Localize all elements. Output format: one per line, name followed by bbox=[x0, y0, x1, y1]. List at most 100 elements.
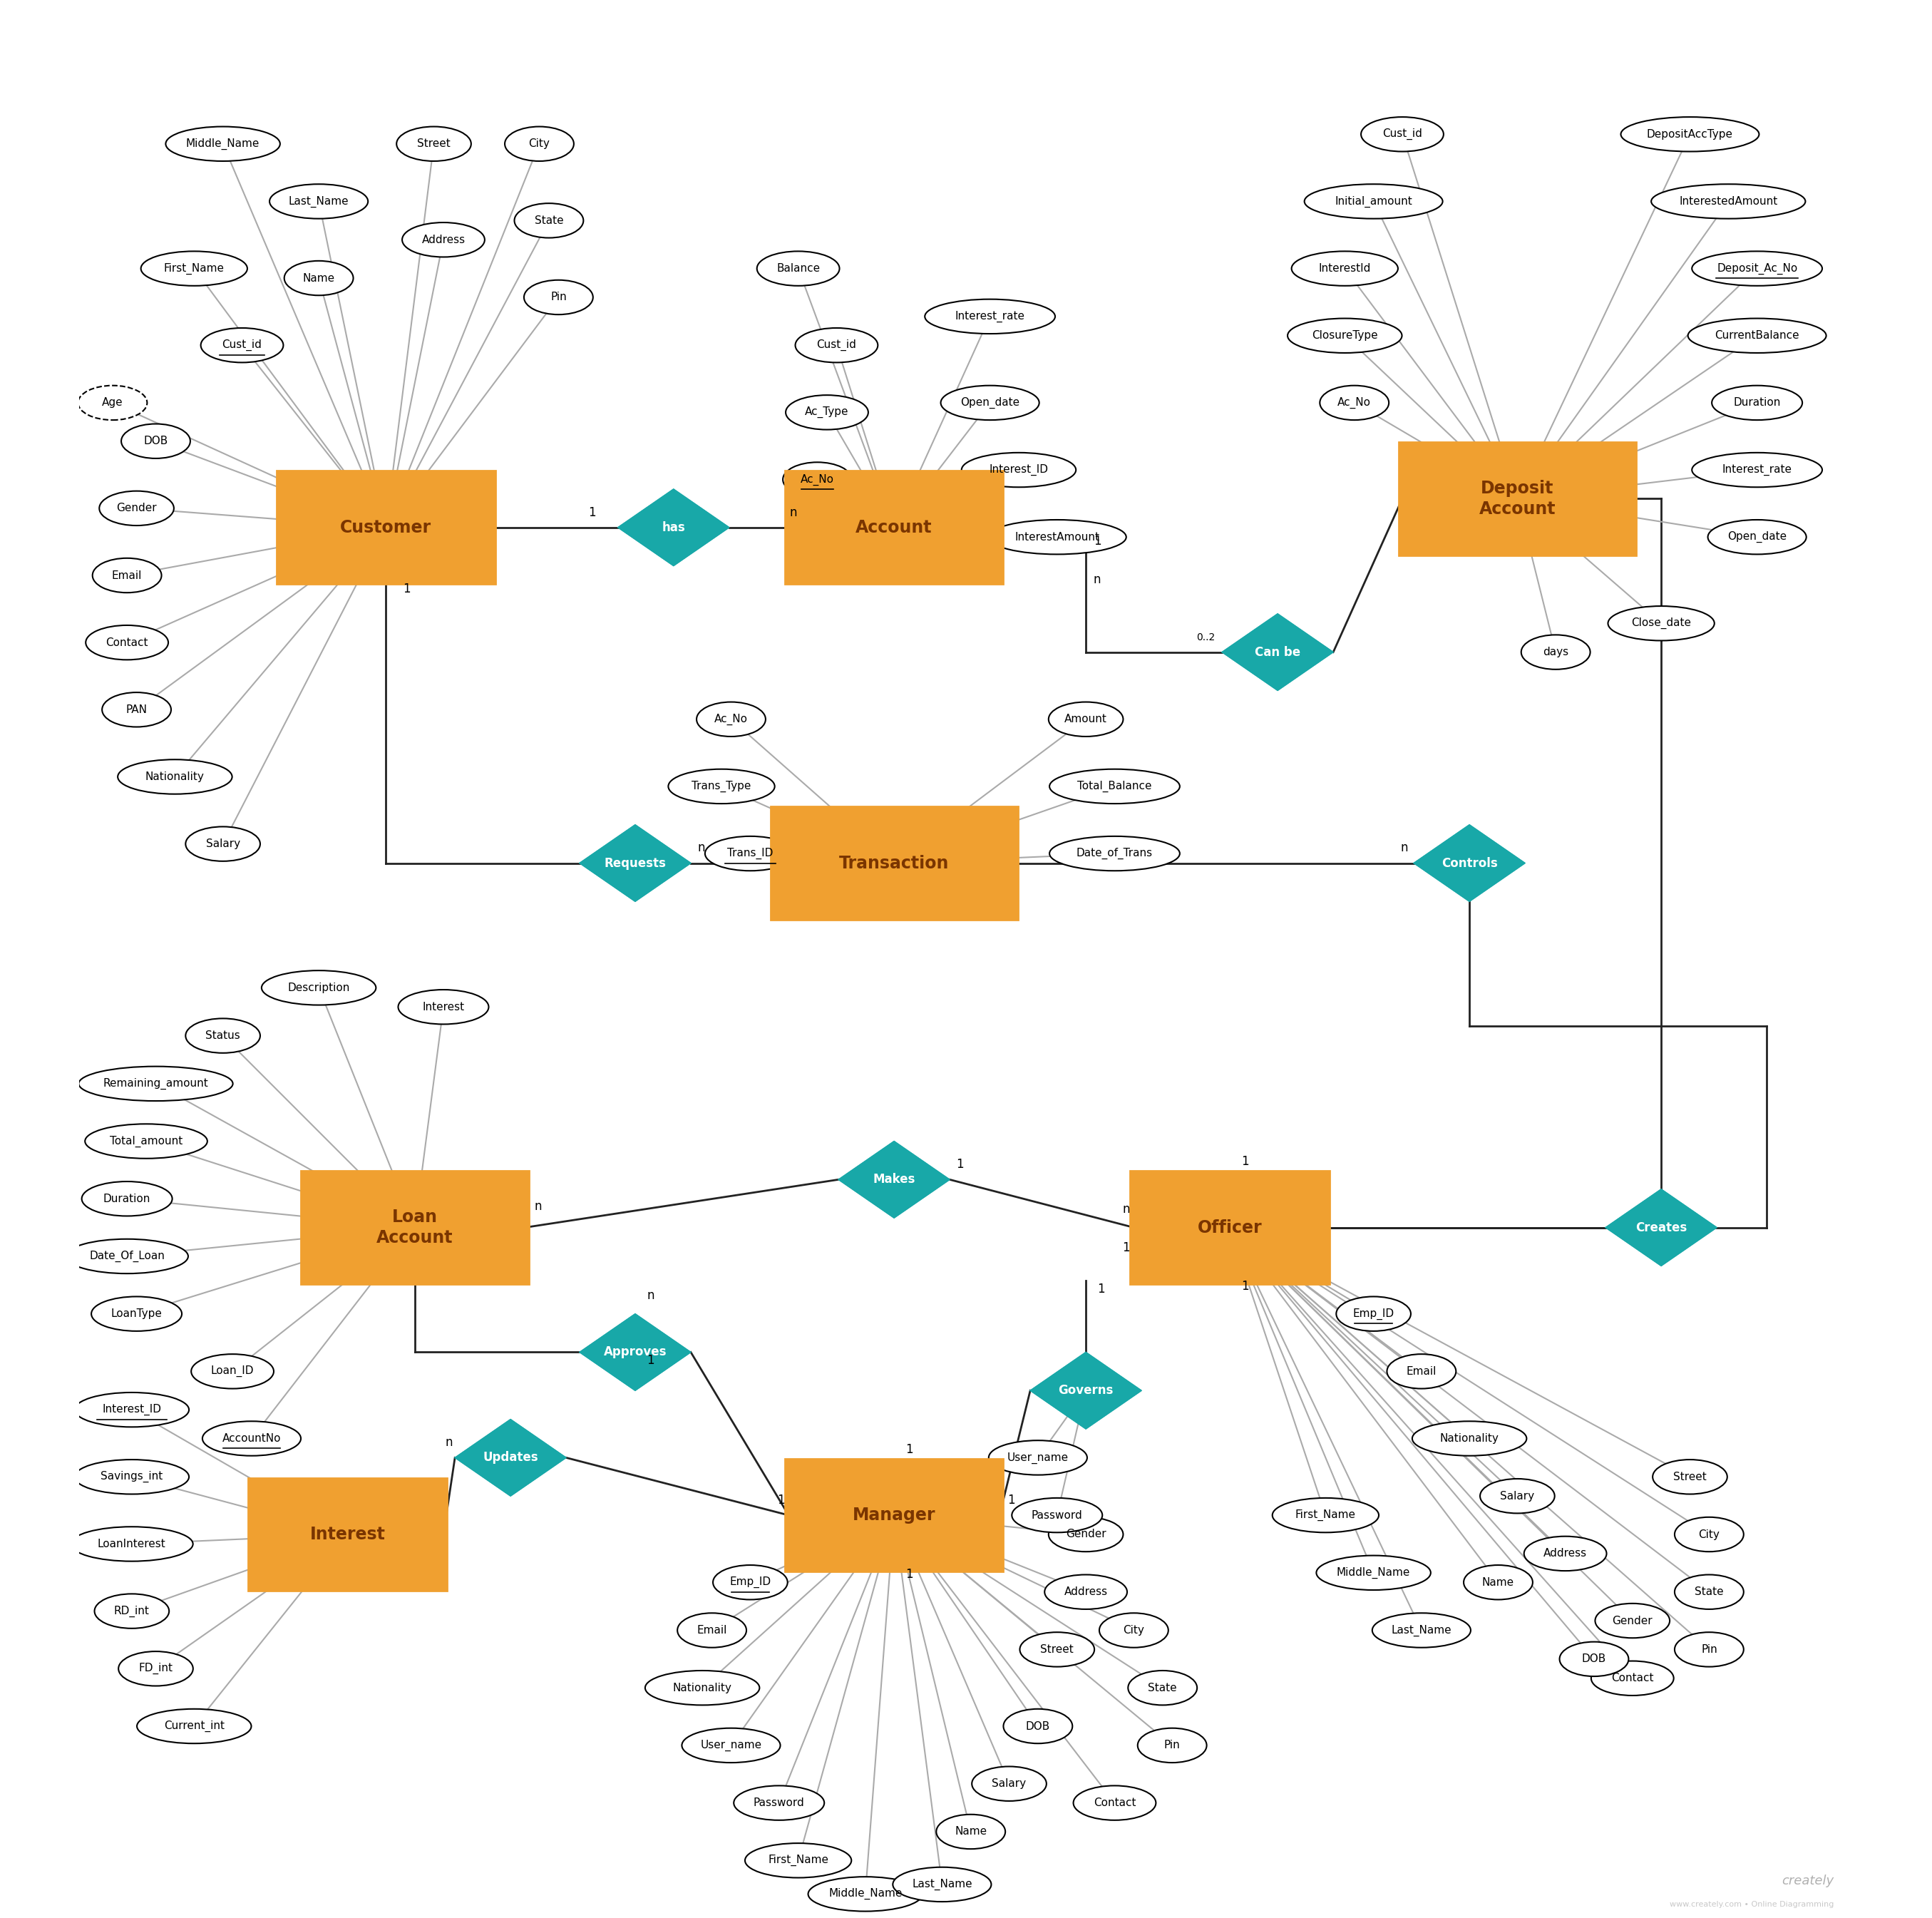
Text: Email: Email bbox=[1406, 1366, 1437, 1377]
Ellipse shape bbox=[786, 395, 867, 430]
Text: Cust_id: Cust_id bbox=[222, 339, 263, 351]
Ellipse shape bbox=[141, 251, 247, 286]
Text: State: State bbox=[535, 215, 564, 226]
Ellipse shape bbox=[1675, 1632, 1745, 1667]
Text: Loan
Account: Loan Account bbox=[377, 1208, 452, 1247]
Ellipse shape bbox=[1520, 635, 1590, 669]
Ellipse shape bbox=[987, 520, 1126, 554]
Ellipse shape bbox=[1607, 606, 1714, 641]
Ellipse shape bbox=[1652, 1460, 1727, 1494]
Text: Address: Address bbox=[1065, 1586, 1107, 1598]
Text: Interest: Interest bbox=[423, 1001, 464, 1013]
Text: Salary: Salary bbox=[205, 838, 240, 850]
Text: n: n bbox=[1122, 1203, 1130, 1216]
Text: Date_Of_Loan: Date_Of_Loan bbox=[89, 1251, 164, 1262]
Ellipse shape bbox=[1464, 1565, 1532, 1600]
Text: Balance: Balance bbox=[777, 263, 819, 274]
Text: Age: Age bbox=[102, 397, 124, 409]
Text: Open_date: Open_date bbox=[960, 397, 1020, 409]
Text: LoanType: LoanType bbox=[110, 1308, 162, 1320]
Text: Address: Address bbox=[1544, 1548, 1586, 1559]
Text: City: City bbox=[1698, 1529, 1719, 1540]
Text: Officer: Officer bbox=[1198, 1220, 1262, 1235]
Text: RD_int: RD_int bbox=[114, 1605, 149, 1617]
Ellipse shape bbox=[1291, 251, 1399, 286]
Text: 1: 1 bbox=[1240, 1155, 1248, 1168]
Ellipse shape bbox=[893, 1868, 991, 1903]
Ellipse shape bbox=[697, 702, 765, 737]
Text: State: State bbox=[1694, 1586, 1723, 1598]
Text: 1: 1 bbox=[956, 1158, 964, 1170]
Ellipse shape bbox=[122, 424, 189, 458]
Ellipse shape bbox=[678, 1613, 746, 1648]
Ellipse shape bbox=[402, 222, 485, 257]
Polygon shape bbox=[580, 1314, 692, 1391]
Ellipse shape bbox=[284, 261, 354, 295]
Text: Creates: Creates bbox=[1634, 1222, 1687, 1233]
Polygon shape bbox=[1414, 825, 1524, 901]
Text: 1: 1 bbox=[587, 506, 595, 518]
Text: Pin: Pin bbox=[1165, 1740, 1180, 1751]
Text: Deposit
Account: Deposit Account bbox=[1480, 480, 1555, 518]
Ellipse shape bbox=[972, 1766, 1047, 1801]
Polygon shape bbox=[454, 1419, 566, 1496]
Text: 1: 1 bbox=[1097, 1283, 1105, 1295]
Ellipse shape bbox=[81, 1181, 172, 1216]
Text: Contact: Contact bbox=[1611, 1672, 1654, 1684]
Ellipse shape bbox=[1099, 1613, 1169, 1648]
Text: Date_of_Trans: Date_of_Trans bbox=[1076, 848, 1153, 859]
Text: Requests: Requests bbox=[605, 857, 667, 869]
Text: Last_Name: Last_Name bbox=[912, 1878, 972, 1891]
Ellipse shape bbox=[1652, 184, 1804, 219]
Ellipse shape bbox=[261, 971, 377, 1005]
Text: Pin: Pin bbox=[551, 292, 566, 303]
Ellipse shape bbox=[71, 1527, 193, 1561]
Ellipse shape bbox=[185, 1018, 261, 1053]
Text: Name: Name bbox=[1482, 1577, 1515, 1588]
Ellipse shape bbox=[1049, 836, 1180, 871]
Text: ClosureType: ClosureType bbox=[1312, 330, 1378, 341]
Ellipse shape bbox=[1045, 1575, 1126, 1609]
Ellipse shape bbox=[1128, 1671, 1198, 1705]
Text: Nationality: Nationality bbox=[145, 771, 205, 783]
Text: Deposit_Ac_No: Deposit_Ac_No bbox=[1718, 263, 1797, 274]
Text: Updates: Updates bbox=[483, 1452, 539, 1463]
Text: InterestId: InterestId bbox=[1320, 263, 1372, 274]
Text: Description: Description bbox=[288, 982, 350, 994]
Text: PAN: PAN bbox=[126, 704, 147, 715]
Ellipse shape bbox=[99, 491, 174, 526]
Text: Middle_Name: Middle_Name bbox=[829, 1887, 902, 1901]
Ellipse shape bbox=[1020, 1632, 1094, 1667]
Ellipse shape bbox=[118, 1651, 193, 1686]
Ellipse shape bbox=[1138, 1728, 1208, 1763]
Text: Close_date: Close_date bbox=[1631, 618, 1690, 629]
Text: Email: Email bbox=[697, 1625, 726, 1636]
Text: CurrentBalance: CurrentBalance bbox=[1716, 330, 1799, 341]
Ellipse shape bbox=[85, 625, 168, 660]
Ellipse shape bbox=[1372, 1613, 1470, 1648]
Text: 1: 1 bbox=[1122, 1241, 1130, 1254]
Text: Nationality: Nationality bbox=[672, 1682, 732, 1694]
Text: Duration: Duration bbox=[1733, 397, 1781, 409]
Text: Contact: Contact bbox=[106, 637, 149, 648]
Ellipse shape bbox=[1320, 386, 1389, 420]
Ellipse shape bbox=[1559, 1642, 1629, 1676]
Text: n: n bbox=[647, 1289, 655, 1302]
Text: Open_date: Open_date bbox=[1727, 531, 1787, 543]
Text: Trans_ID: Trans_ID bbox=[726, 848, 773, 859]
Text: Interest_ID: Interest_ID bbox=[102, 1404, 162, 1415]
Text: Ac_No: Ac_No bbox=[800, 474, 835, 485]
Text: User_name: User_name bbox=[701, 1740, 761, 1751]
Text: Controls: Controls bbox=[1441, 857, 1497, 869]
Ellipse shape bbox=[1003, 1709, 1072, 1743]
Text: Name: Name bbox=[303, 272, 334, 284]
FancyBboxPatch shape bbox=[1399, 443, 1636, 556]
Text: Gender: Gender bbox=[1611, 1615, 1652, 1626]
Text: First_Name: First_Name bbox=[164, 263, 224, 274]
Text: Approves: Approves bbox=[603, 1346, 667, 1358]
Polygon shape bbox=[1030, 1352, 1142, 1429]
Text: DOB: DOB bbox=[1026, 1720, 1051, 1732]
Text: Address: Address bbox=[421, 234, 466, 246]
Text: Interest_rate: Interest_rate bbox=[954, 311, 1024, 322]
Text: DepositAccType: DepositAccType bbox=[1646, 129, 1733, 140]
